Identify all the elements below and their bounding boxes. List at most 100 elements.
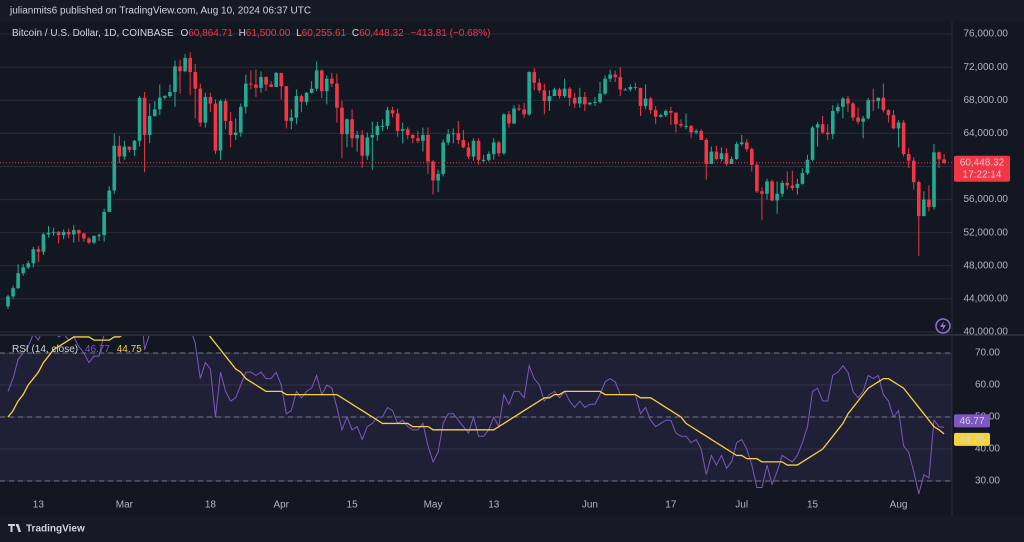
candle-body [648, 98, 653, 111]
candle-body [385, 110, 390, 126]
candle-body [16, 273, 20, 289]
candle-body [411, 134, 415, 139]
candle-body [213, 103, 218, 151]
candle-body [112, 145, 117, 191]
candle-body [896, 122, 901, 129]
candle-body [729, 159, 734, 164]
candle-body [653, 110, 658, 117]
rsi-line [7, 336, 945, 494]
candle-body [451, 133, 456, 135]
x-tick-label: Jun [582, 500, 598, 511]
candle-body [658, 115, 663, 117]
candle-body [542, 90, 547, 102]
candle-body [244, 83, 248, 107]
candle-body [512, 108, 516, 124]
candle-body [724, 153, 729, 164]
y-tick-label: 40.00 [975, 444, 1000, 455]
y-tick-label: 76,000.00 [964, 29, 1009, 40]
x-tick-label: 15 [347, 500, 359, 511]
x-tick-label: Mar [116, 500, 134, 511]
candle-body [441, 142, 445, 174]
candle-body [269, 84, 273, 87]
candle-body [400, 129, 405, 131]
y-tick-label: 64,000.00 [964, 128, 1009, 139]
alert-icon[interactable] [935, 318, 951, 334]
x-tick-label: 17 [665, 500, 677, 511]
x-tick-label: May [424, 500, 443, 511]
rsi-legend: RSI (14, close) 46.77 44.75 [12, 344, 142, 355]
candle-body [714, 151, 719, 160]
candle-body [628, 86, 633, 90]
y-tick-label: 40,000.00 [964, 327, 1009, 338]
footer-brand: TradingView [26, 524, 85, 535]
rsi-pane [0, 336, 952, 494]
candle-body [107, 190, 111, 212]
candle-body [577, 96, 582, 104]
candle-body [841, 98, 845, 107]
candle-body [173, 66, 177, 92]
y-tick-label: 70.00 [975, 348, 1000, 359]
candle-body [517, 108, 521, 110]
rsi-title: RSI (14, close) [12, 344, 78, 355]
candle-body [744, 142, 749, 150]
candle-body [461, 139, 466, 148]
candle-body [183, 58, 187, 72]
candle-body [876, 97, 881, 102]
labels: 13 Mar 18 Apr 15 May 13 Jun 17 Jul 15 Aug 40,000.00 4… [33, 29, 1010, 511]
x-tick-label: 15 [807, 500, 819, 511]
candle-body [689, 125, 693, 133]
candle-body [507, 114, 511, 124]
candle-body [380, 125, 385, 127]
candle-body [927, 199, 931, 208]
candle-body [370, 134, 375, 138]
candle-body [917, 182, 921, 217]
candle-body [56, 231, 61, 236]
candle-body [142, 97, 147, 135]
candle-body [547, 96, 552, 102]
candle-body [810, 127, 815, 160]
candle-body [390, 110, 395, 114]
candle-body [502, 114, 506, 154]
legend-value: 60,864.71 [188, 28, 233, 39]
candle-body [750, 149, 754, 165]
rsi-ma-value: 44.75 [117, 344, 142, 355]
candle-body [871, 100, 876, 102]
rsi-last-box [954, 414, 990, 428]
y-tick-label: 60.00 [975, 380, 1000, 391]
candle-body [481, 159, 486, 161]
candle-body [699, 130, 704, 140]
candle-body [669, 110, 673, 113]
candle-body [208, 96, 213, 104]
candle-body [421, 134, 425, 141]
candle-body [249, 83, 253, 85]
rsi-last-label: 44.75 [959, 434, 984, 445]
candle-body [684, 125, 688, 127]
legend-value: 60,255.61 [302, 28, 347, 39]
candle-body [846, 98, 850, 104]
candle-body [82, 233, 86, 239]
candle-body [294, 96, 299, 118]
candle-body [497, 142, 501, 154]
candle-body [405, 129, 410, 135]
candle-body [436, 173, 440, 181]
candle-body [350, 119, 354, 139]
candle-body [61, 231, 66, 236]
candle-body [97, 235, 101, 237]
candle-body [603, 78, 607, 94]
candle-body [633, 86, 638, 88]
candle-body [218, 101, 223, 151]
candle-body [168, 91, 172, 97]
candle-body [274, 72, 278, 87]
legend-value: 61,500.00 [246, 28, 291, 39]
candle-body [324, 78, 329, 92]
candle-body [593, 101, 597, 103]
symbol-title: Bitcoin / U.S. Dollar, 1D, COINBASE [12, 28, 174, 39]
candle-body [304, 92, 309, 102]
candle-body [163, 96, 167, 98]
y-tick-label: 56,000.00 [964, 194, 1009, 205]
candle-body [780, 183, 784, 194]
candle-body [319, 70, 324, 92]
candle-body [6, 296, 10, 307]
legend: Bitcoin / U.S. Dollar, 1D, COINBASE O60,… [12, 28, 491, 39]
candle-body [664, 110, 668, 116]
